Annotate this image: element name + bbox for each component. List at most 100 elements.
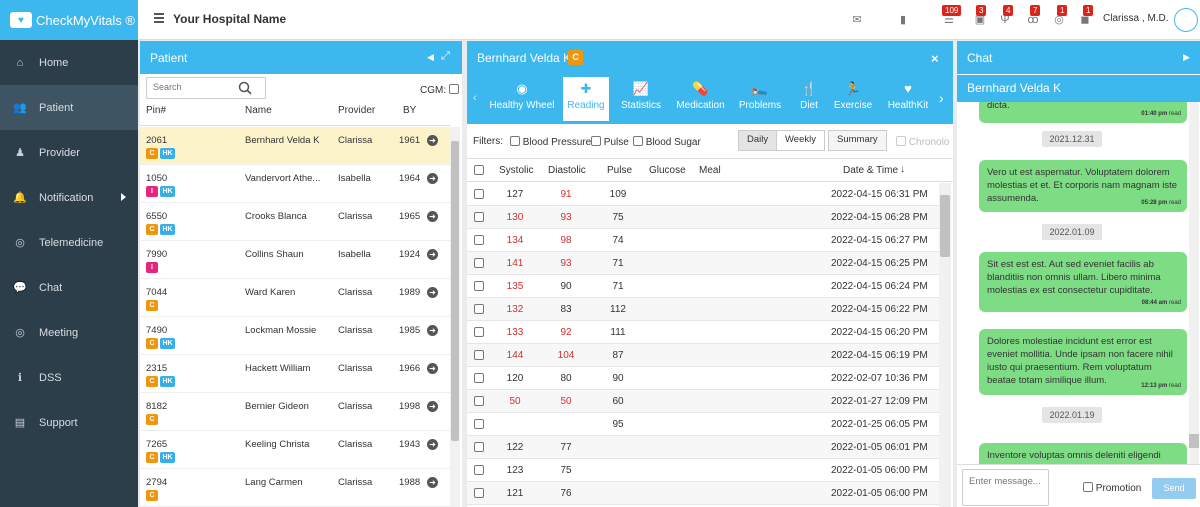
- chrono-filter[interactable]: Chronolo: [896, 136, 949, 148]
- search-input[interactable]: Search: [146, 77, 266, 99]
- arrow-right-icon[interactable]: ➜: [427, 401, 438, 412]
- sidebar-item-chat[interactable]: 💬 Chat: [0, 265, 138, 310]
- tab-scroll-left-icon[interactable]: ‹: [473, 92, 477, 104]
- row-checkbox[interactable]: [474, 373, 484, 383]
- sidebar-item-notification[interactable]: 🔔 Notification: [0, 175, 138, 220]
- reading-row[interactable]: 135 90 71 2022-04-15 06:24 PM: [467, 275, 939, 298]
- tab-reading[interactable]: ✚ Reading: [563, 77, 609, 121]
- row-checkbox[interactable]: [474, 304, 484, 314]
- reading-row[interactable]: 50 50 60 2022-01-27 12:09 PM: [467, 390, 939, 413]
- whatsapp-icon[interactable]: ◎: [1054, 14, 1064, 26]
- arrow-right-icon[interactable]: ➜: [427, 249, 438, 260]
- row-checkbox[interactable]: [474, 488, 484, 498]
- scrollbar[interactable]: [1189, 102, 1199, 464]
- arrow-right-icon[interactable]: ➜: [427, 173, 438, 184]
- tab-healthy-wheel[interactable]: ◉ Healthy Wheel: [485, 77, 559, 121]
- sugar-filter[interactable]: Blood Sugar: [633, 136, 701, 148]
- tab-problems[interactable]: 🛌 Problems: [733, 77, 787, 121]
- arrow-right-icon[interactable]: ➜: [427, 287, 438, 298]
- chat-icon[interactable]: ◼: [1080, 14, 1090, 26]
- sidebar-item-dss[interactable]: ℹ DSS: [0, 355, 138, 400]
- patient-row[interactable]: 8182 C Bernier Gideon Clarissa 1998 ➜: [140, 393, 450, 431]
- daily-button[interactable]: Daily: [738, 130, 778, 151]
- reading-row[interactable]: 133 92 111 2022-04-15 06:20 PM: [467, 321, 939, 344]
- close-icon[interactable]: ×: [931, 51, 939, 66]
- tab-healthkit[interactable]: ♥ HealthKit: [879, 77, 937, 121]
- database-icon[interactable]: ☰: [944, 14, 954, 26]
- collapse-left-icon[interactable]: ◀: [427, 52, 434, 62]
- summary-button[interactable]: Summary: [828, 130, 887, 151]
- brand[interactable]: ♥ CheckMyVitals ®: [0, 0, 138, 40]
- row-checkbox[interactable]: [474, 235, 484, 245]
- row-checkbox[interactable]: [474, 350, 484, 360]
- row-checkbox[interactable]: [474, 327, 484, 337]
- patient-row[interactable]: 2315 C HK Hackett William Clarissa 1966 ➜: [140, 355, 450, 393]
- collapse-right-icon[interactable]: ▶: [1183, 52, 1190, 62]
- patient-row[interactable]: 6550 C HK Crooks Blanca Clarissa 1965 ➜: [140, 203, 450, 241]
- sidebar-item-support[interactable]: ▤ Support: [0, 400, 138, 445]
- image-icon[interactable]: ▣: [974, 14, 986, 26]
- weekly-button[interactable]: Weekly: [776, 130, 825, 151]
- row-checkbox[interactable]: [474, 281, 484, 291]
- reading-row[interactable]: 134 98 74 2022-04-15 06:27 PM: [467, 229, 939, 252]
- sort-down-icon[interactable]: ↓: [900, 164, 905, 175]
- row-checkbox[interactable]: [474, 442, 484, 452]
- document-icon[interactable]: ▮: [899, 14, 907, 26]
- row-checkbox[interactable]: [474, 258, 484, 268]
- bicycle-icon[interactable]: ꝏ: [1027, 14, 1039, 26]
- reading-row[interactable]: 132 83 112 2022-04-15 06:22 PM: [467, 298, 939, 321]
- patient-row[interactable]: 1050 I HK Vandervort Athe... Isabella 1964 ➜: [140, 165, 450, 203]
- send-button[interactable]: Send: [1152, 478, 1196, 499]
- tab-statistics[interactable]: 📈 Statistics: [615, 77, 667, 121]
- reading-row[interactable]: 123 75 2022-01-05 06:00 PM: [467, 459, 939, 482]
- reading-row[interactable]: 122 77 2022-01-05 06:01 PM: [467, 436, 939, 459]
- scrollbar[interactable]: [939, 183, 951, 507]
- pulse-filter[interactable]: Pulse: [591, 136, 629, 148]
- expand-icon[interactable]: ⤢: [441, 50, 450, 62]
- arrow-right-icon[interactable]: ➜: [427, 477, 438, 488]
- utensils-icon[interactable]: Ψ: [1000, 13, 1010, 26]
- cgm-checkbox[interactable]: [448, 84, 459, 94]
- row-checkbox[interactable]: [474, 396, 484, 406]
- patient-row[interactable]: 7044 C Ward Karen Clarissa 1989 ➜: [140, 279, 450, 317]
- reading-row[interactable]: 95 2022-01-25 06:05 PM: [467, 413, 939, 436]
- patient-row[interactable]: 7990 I Collins Shaun Isabella 1924 ➜: [140, 241, 450, 279]
- avatar[interactable]: [1174, 8, 1198, 32]
- reading-row[interactable]: 144 104 87 2022-04-15 06:19 PM: [467, 344, 939, 367]
- reading-row[interactable]: 121 76 2022-01-05 06:00 PM: [467, 482, 939, 505]
- arrow-right-icon[interactable]: ➜: [427, 363, 438, 374]
- patient-row[interactable]: 7265 C HK Keeling Christa Clarissa 1943 ➜: [140, 431, 450, 469]
- cgm-filter[interactable]: CGM:: [420, 84, 459, 96]
- arrow-right-icon[interactable]: ➜: [427, 211, 438, 222]
- mail-icon[interactable]: ✉: [852, 14, 862, 26]
- sidebar-item-meeting[interactable]: ◎ Meeting: [0, 310, 138, 355]
- sidebar-item-patient[interactable]: 👥 Patient: [0, 85, 138, 130]
- reading-row[interactable]: 130 93 75 2022-04-15 06:28 PM: [467, 206, 939, 229]
- bp-filter[interactable]: Blood Pressure: [510, 136, 591, 148]
- row-checkbox[interactable]: [474, 465, 484, 475]
- patient-row[interactable]: 2794 C Lang Carmen Clarissa 1988 ➜: [140, 469, 450, 507]
- patient-row[interactable]: 7490 C HK Lockman Mossie Clarissa 1985 ➜: [140, 317, 450, 355]
- sidebar-item-provider[interactable]: ♟ Provider: [0, 130, 138, 175]
- row-checkbox[interactable]: [474, 419, 484, 429]
- sidebar-item-home[interactable]: ⌂ Home: [0, 40, 138, 85]
- sidebar-item-telemedicine[interactable]: ◎ Telemedicine: [0, 220, 138, 265]
- arrow-right-icon[interactable]: ➜: [427, 439, 438, 450]
- reading-row[interactable]: 141 93 71 2022-04-15 06:25 PM: [467, 252, 939, 275]
- row-checkbox[interactable]: [474, 189, 484, 199]
- row-checkbox[interactable]: [474, 212, 484, 222]
- tab-diet[interactable]: 🍴 Diet: [791, 77, 827, 121]
- arrow-right-icon[interactable]: ➜: [427, 135, 438, 146]
- search-icon[interactable]: [238, 81, 252, 95]
- promotion-toggle[interactable]: Promotion: [1083, 482, 1141, 494]
- tab-medication[interactable]: 💊 Medication: [670, 77, 731, 121]
- menu-toggle-icon[interactable]: [154, 13, 164, 25]
- tab-scroll-right-icon[interactable]: ›: [939, 90, 944, 106]
- tab-exercise[interactable]: 🏃 Exercise: [831, 77, 875, 121]
- patient-row[interactable]: 2061 C HK Bernhard Velda K Clarissa 1961 ➜: [140, 127, 450, 165]
- user-name[interactable]: Clarissa , M.D.: [1103, 13, 1169, 24]
- reading-row[interactable]: 127 91 109 2022-04-15 06:31 PM: [467, 183, 939, 206]
- select-all-checkbox[interactable]: [474, 165, 484, 175]
- message-input[interactable]: Enter message...: [962, 469, 1049, 506]
- reading-row[interactable]: 120 80 90 2022-02-07 10:36 PM: [467, 367, 939, 390]
